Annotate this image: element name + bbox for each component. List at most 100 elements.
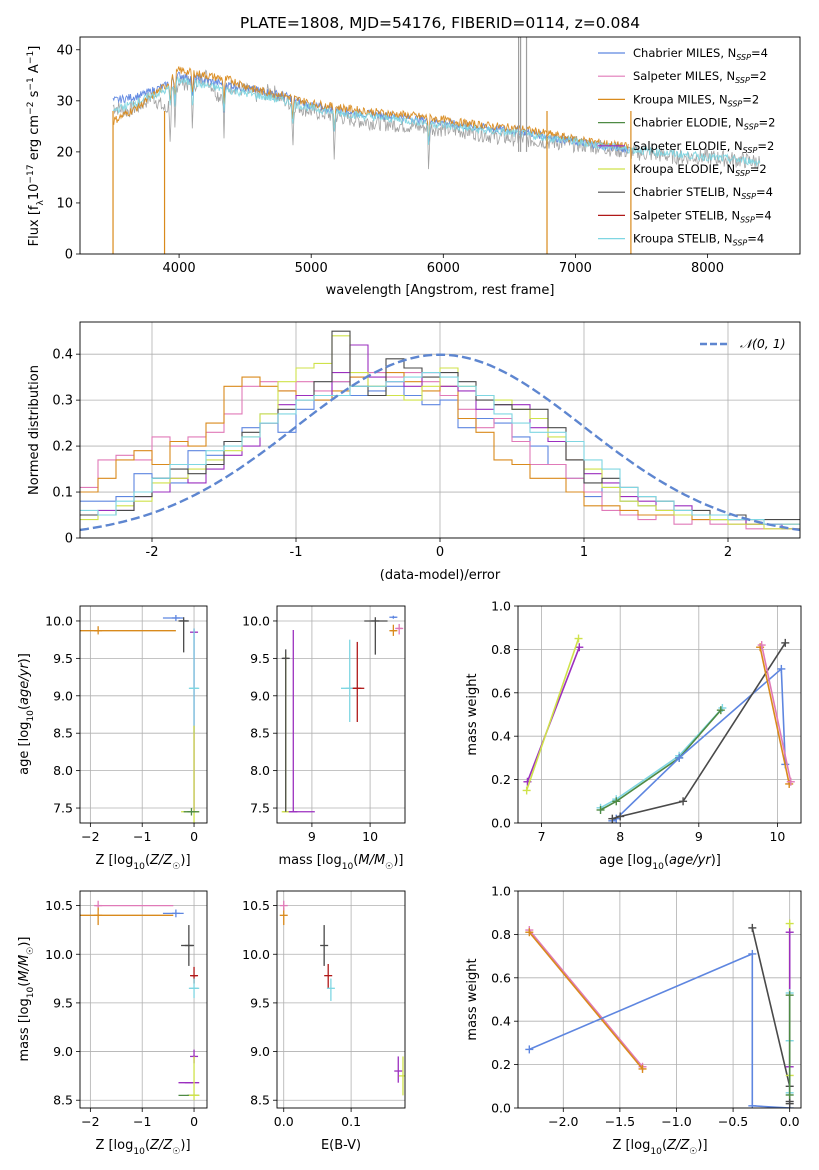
weight-marker — [575, 643, 584, 652]
y-tick-label: 10.0 — [45, 613, 73, 628]
spectrum-line — [112, 75, 761, 167]
x-tick-label: 9 — [695, 829, 703, 844]
data-point — [320, 925, 329, 966]
weight-marker — [574, 634, 583, 643]
y-tick-label: 20 — [56, 145, 73, 160]
y-tick-label: 8.5 — [53, 1093, 73, 1108]
spectrum-line — [112, 66, 629, 150]
x-axis-label: Z [log10(Z/Z☉)] — [612, 1138, 707, 1157]
y-tick-label: 0.2 — [491, 772, 511, 787]
weight-marker — [525, 928, 534, 937]
axes-frame — [79, 321, 801, 539]
figure-title: PLATE=1808, MJD=54176, FIBERID=0114, z=0… — [240, 14, 640, 32]
x-tick-label: −2 — [81, 1114, 99, 1129]
y-axis-label: mass [log10(M/M☉)] — [17, 937, 36, 1062]
plot-area — [112, 37, 761, 254]
weight-marker — [679, 797, 688, 806]
x-tick-label: −1 — [133, 1114, 151, 1129]
data-point — [288, 629, 315, 813]
weight-marker — [675, 753, 684, 762]
weight-marker — [748, 1101, 757, 1108]
axes-frame — [79, 36, 801, 255]
legend-label: Salpeter ELODIE, NSSP=2 — [633, 139, 774, 155]
y-tick-label: 0.2 — [52, 440, 73, 455]
y-tick-label: 10.0 — [242, 613, 270, 628]
y-tick-label: 9.5 — [250, 651, 270, 666]
y-tick-label: 10.5 — [45, 898, 73, 913]
x-tick-label: 10 — [769, 829, 785, 844]
y-tick-label: 0.4 — [491, 1014, 511, 1029]
weight-line — [600, 707, 723, 809]
y-tick-label: 9.0 — [53, 1044, 73, 1059]
weight-marker — [748, 923, 757, 932]
x-axis-label: (data-model)/error — [380, 568, 501, 583]
legend-label: Kroupa MILES, NSSP=2 — [633, 92, 759, 108]
legend-label: Chabrier ELODIE, NSSP=2 — [633, 116, 775, 132]
weight-marker — [777, 664, 786, 673]
legend-label: 𝒩(0, 1) — [740, 336, 786, 351]
data-point — [188, 1056, 200, 1101]
x-tick-label: −1.0 — [661, 1114, 691, 1129]
data-point — [181, 925, 195, 966]
x-tick-label: 5000 — [295, 261, 328, 276]
plot-area — [518, 891, 801, 1108]
x-tick-label: 0 — [190, 1114, 198, 1129]
y-tick-label: 0.2 — [491, 1057, 511, 1072]
data-point — [162, 909, 184, 918]
data-point — [389, 615, 398, 619]
panel-weight-vs-age: 7 8 9 10 0.0 0.2 0.4 0.6 0.8 1.0 mass weight age [l… — [465, 599, 802, 872]
y-axis-label: age [log10(age/yr)] — [17, 653, 36, 775]
data-point — [389, 624, 398, 636]
weight-line — [751, 927, 791, 1104]
x-axis-label: Z [log10(Z/Z☉)] — [95, 853, 190, 872]
x-axis-label: E(B-V) — [321, 1138, 361, 1153]
legend-label: Salpeter STELIB, NSSP=4 — [633, 208, 772, 224]
x-tick-label: 0.0 — [274, 1114, 294, 1129]
x-tick-label: −2.0 — [548, 1114, 578, 1129]
data-point — [394, 1056, 403, 1083]
x-tick-label: -1 — [290, 545, 303, 560]
data-point — [352, 641, 365, 722]
weight-marker — [785, 1099, 794, 1108]
y-tick-label: 10.0 — [45, 947, 73, 962]
x-tick-label: 4000 — [163, 261, 196, 276]
y-tick-label: 1.0 — [491, 599, 511, 614]
y-tick-label: 0.6 — [491, 970, 511, 985]
weight-marker — [785, 991, 794, 1000]
plot-area — [277, 891, 405, 1108]
legend-label: Kroupa ELODIE, NSSP=2 — [633, 162, 767, 178]
panel-age-vs-mass: 9 10 7.5 8.0 8.5 9.0 9.5 10.0 mass [log10(M/M☉)] — [242, 605, 406, 872]
y-tick-label: 0.1 — [52, 486, 73, 501]
weight-line — [760, 644, 792, 782]
x-tick-label: 6000 — [427, 261, 460, 276]
weight-line — [528, 952, 790, 1108]
data-point — [281, 649, 290, 812]
x-tick-label: 0 — [436, 545, 444, 560]
weight-marker — [785, 928, 794, 937]
y-tick-label: 0 — [65, 532, 73, 547]
y-tick-label: 10 — [56, 196, 73, 211]
y-tick-label: 9.0 — [250, 1044, 270, 1059]
histogram-step — [80, 335, 800, 530]
data-point — [162, 614, 184, 621]
weight-marker — [785, 919, 794, 928]
y-tick-label: 40 — [56, 43, 73, 58]
legend-label: Chabrier MILES, NSSP=4 — [633, 46, 768, 62]
y-tick-label: 9.0 — [53, 688, 73, 703]
data-point — [80, 907, 174, 926]
y-tick-label: 0.4 — [491, 729, 511, 744]
panel-mass-vs-EBV: 0.0 0.1 8.5 9.0 9.5 10.0 10.5 E(B-V) — [242, 890, 406, 1153]
y-tick-label: 7.5 — [250, 801, 270, 816]
y-tick-label: 30 — [56, 94, 73, 109]
panel-weight-vs-Z: −2.0 −1.5 −1.0 −0.5 0.0 0.0 0.2 0.4 0.6 0.8 1.0 mas… — [465, 884, 802, 1157]
legend-label: Chabrier STELIB, NSSP=4 — [633, 185, 773, 201]
plot-area — [518, 606, 801, 823]
axes-frame — [276, 890, 406, 1109]
y-tick-label: 0.0 — [491, 1101, 511, 1116]
weight-marker — [638, 1064, 647, 1073]
y-tick-label: 8.5 — [250, 726, 270, 741]
weight-marker — [525, 1045, 534, 1054]
data-point — [178, 617, 189, 653]
data-point — [364, 617, 388, 655]
data-point — [326, 978, 335, 1001]
